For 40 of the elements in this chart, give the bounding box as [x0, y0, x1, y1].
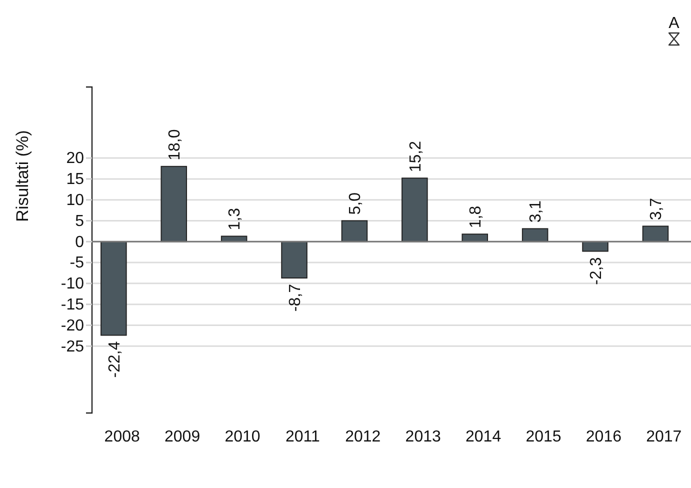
data-label: 3,7 [648, 198, 666, 220]
y-tick-label: 0 [75, 234, 84, 251]
bar [582, 241, 608, 252]
data-label: 1,3 [226, 208, 244, 230]
x-tick-label: 2013 [405, 428, 441, 446]
data-label: 5,0 [347, 192, 364, 215]
data-label: 18,0 [166, 129, 184, 160]
text: A [668, 15, 680, 32]
bar [160, 166, 188, 242]
data-label: 15,2 [407, 140, 424, 172]
y-tick-label: -15 [60, 296, 84, 314]
x-tick-label: 2015 [526, 428, 562, 446]
bar [402, 178, 428, 242]
y-axis-title: Risultati (%) [12, 130, 32, 222]
y-tick-label: 20 [66, 150, 84, 168]
x-tick-label: 2010 [224, 428, 260, 446]
x-tick-label: 2008 [104, 428, 140, 446]
y-tick-label: -5 [70, 254, 84, 272]
y-tick-label: -10 [60, 276, 84, 293]
data-label: -2,3 [588, 257, 605, 285]
x-tick-label: 2017 [646, 428, 682, 446]
bar [522, 228, 548, 242]
x-tick-label: 2009 [164, 428, 200, 446]
y-tick-label: 5 [75, 212, 84, 230]
x-tick-label: 2012 [345, 428, 381, 446]
x-tick-label: 2014 [466, 428, 502, 446]
y-tick-label: -20 [60, 317, 84, 334]
bar [281, 241, 308, 279]
y-tick-label: 15 [66, 171, 84, 188]
y-tick-label: 10 [66, 192, 84, 209]
data-label: 3,1 [528, 200, 545, 223]
x-tick-label: 2011 [285, 428, 320, 446]
data-label: 1,8 [467, 206, 484, 228]
bar [100, 241, 127, 336]
data-label: -22,4 [106, 341, 124, 378]
data-label: -8,7 [286, 284, 304, 312]
y-tick-label: -25 [60, 338, 84, 356]
bar [642, 226, 669, 242]
x-tick-label: 2016 [586, 428, 622, 446]
bar [341, 220, 368, 242]
